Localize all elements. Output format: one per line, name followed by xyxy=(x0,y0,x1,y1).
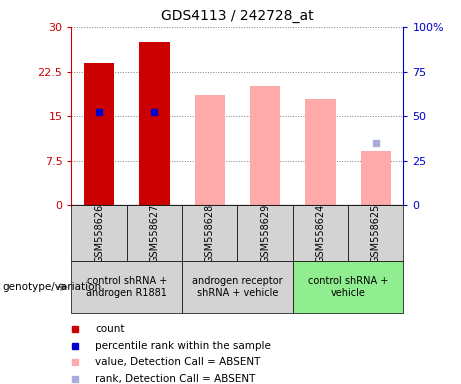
Title: GDS4113 / 242728_at: GDS4113 / 242728_at xyxy=(161,9,314,23)
Text: rank, Detection Call = ABSENT: rank, Detection Call = ABSENT xyxy=(95,374,256,384)
Text: count: count xyxy=(95,324,125,334)
Bar xyxy=(293,261,403,313)
Bar xyxy=(71,205,127,261)
Bar xyxy=(348,205,403,261)
Text: GSM558625: GSM558625 xyxy=(371,204,381,263)
Bar xyxy=(84,63,114,205)
Bar xyxy=(237,205,293,261)
Bar xyxy=(195,95,225,205)
Text: genotype/variation: genotype/variation xyxy=(2,282,101,292)
Bar xyxy=(293,205,348,261)
Bar xyxy=(305,99,336,205)
Text: GSM558629: GSM558629 xyxy=(260,204,270,263)
Text: control shRNA +
vehicle: control shRNA + vehicle xyxy=(308,276,388,298)
Text: value, Detection Call = ABSENT: value, Detection Call = ABSENT xyxy=(95,358,261,367)
Bar xyxy=(127,205,182,261)
Text: androgen receptor
shRNA + vehicle: androgen receptor shRNA + vehicle xyxy=(192,276,283,298)
Text: percentile rank within the sample: percentile rank within the sample xyxy=(95,341,272,351)
Bar xyxy=(182,261,293,313)
Text: GSM558627: GSM558627 xyxy=(149,204,160,263)
Text: GSM558628: GSM558628 xyxy=(205,204,215,263)
Bar xyxy=(182,205,237,261)
Bar xyxy=(139,42,170,205)
Text: GSM558626: GSM558626 xyxy=(94,204,104,263)
Bar xyxy=(361,151,391,205)
Bar xyxy=(71,261,182,313)
Text: GSM558624: GSM558624 xyxy=(315,204,325,263)
Bar xyxy=(250,86,280,205)
Text: control shRNA +
androgen R1881: control shRNA + androgen R1881 xyxy=(86,276,167,298)
